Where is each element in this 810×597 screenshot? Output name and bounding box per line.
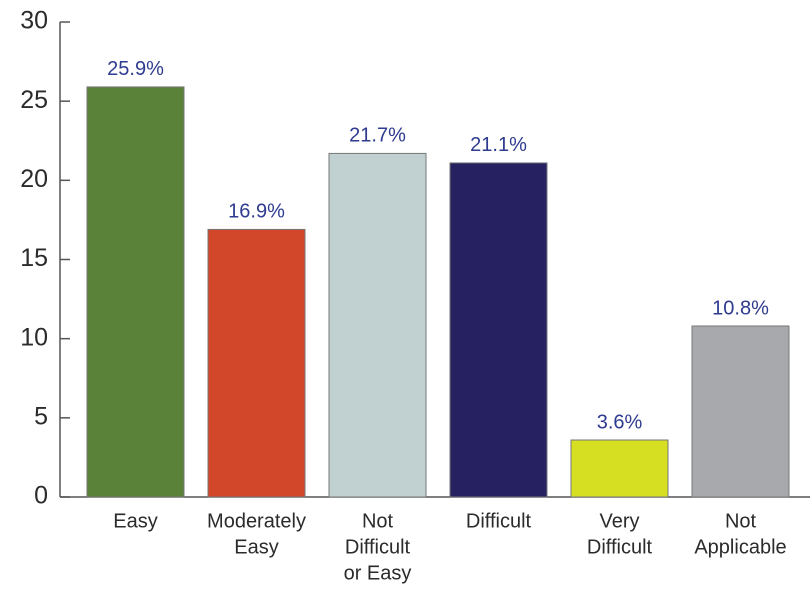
data-label: 10.8%: [712, 297, 769, 319]
y-tick-label: 15: [20, 244, 48, 272]
data-label: 25.9%: [107, 58, 164, 80]
x-tick-label: Easy: [234, 536, 278, 558]
x-tick-label: Difficult: [587, 536, 653, 558]
x-tick-label: Not: [362, 510, 394, 532]
y-tick-label: 30: [20, 7, 48, 35]
x-tick-label: Very: [599, 510, 639, 532]
bar: [449, 162, 548, 498]
bar: [328, 152, 427, 498]
x-tick-label: Difficult: [345, 536, 411, 558]
bar: [691, 325, 790, 498]
data-label: 16.9%: [228, 201, 285, 223]
x-tick-label: Difficult: [466, 510, 532, 532]
x-tick-label: Applicable: [694, 536, 786, 558]
x-tick-label: Easy: [113, 510, 157, 532]
y-tick-label: 10: [20, 323, 48, 351]
y-tick-label: 5: [34, 402, 48, 430]
data-label: 21.7%: [349, 125, 406, 147]
y-tick-label: 0: [34, 482, 48, 510]
data-label: 21.1%: [470, 134, 527, 156]
x-tick-label: or Easy: [344, 562, 412, 584]
y-tick-label: 20: [20, 165, 48, 193]
bar: [570, 439, 669, 498]
x-tick-label: Not: [725, 510, 757, 532]
data-label: 3.6%: [597, 411, 643, 433]
bar: [207, 228, 306, 498]
x-tick-label: Moderately: [207, 510, 306, 532]
y-tick-label: 25: [20, 86, 48, 114]
bar: [86, 86, 185, 498]
